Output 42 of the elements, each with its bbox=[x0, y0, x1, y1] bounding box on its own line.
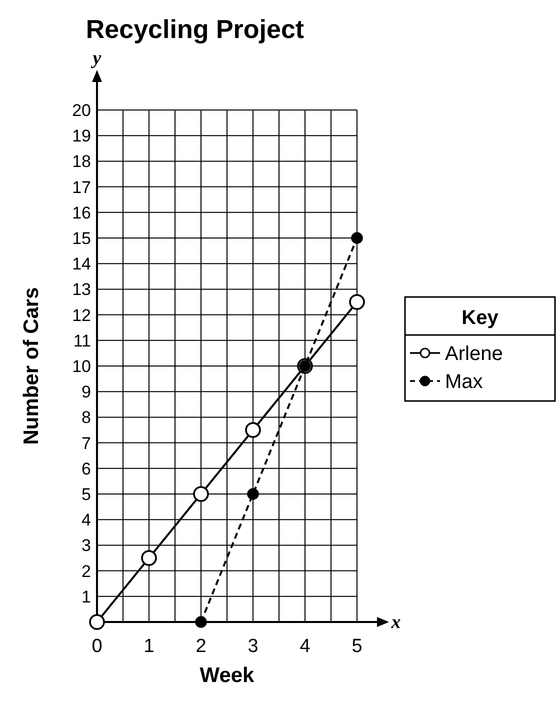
y-tick-label: 12 bbox=[72, 306, 91, 325]
y-tick-label: 3 bbox=[82, 536, 91, 556]
y-tick-label: 19 bbox=[72, 126, 91, 146]
point bbox=[247, 488, 259, 500]
legend-label: Arlene bbox=[445, 343, 503, 365]
x-tick-label: 3 bbox=[248, 636, 258, 657]
text: x bbox=[390, 612, 402, 633]
y-tick-label: 1 bbox=[82, 587, 91, 606]
y-tick-label: 18 bbox=[72, 152, 91, 172]
x-tick-label: 5 bbox=[352, 636, 362, 657]
point bbox=[351, 232, 363, 244]
y-tick-label: 9 bbox=[82, 382, 91, 402]
x-tick-label: 1 bbox=[144, 636, 154, 657]
point bbox=[89, 614, 105, 630]
y-axis-title: Number of Cars bbox=[20, 287, 43, 445]
x-tick-label: 0 bbox=[92, 636, 102, 657]
x-tick-label: 4 bbox=[300, 636, 311, 657]
y-tick-label: 4 bbox=[82, 510, 91, 530]
y-tick-label: 2 bbox=[82, 562, 91, 581]
legend-label: Max bbox=[445, 371, 483, 393]
y-tick-label: 14 bbox=[72, 254, 91, 274]
y-tick-label: 11 bbox=[73, 331, 91, 350]
x-tick-label: 2 bbox=[196, 636, 206, 657]
y-tick-label: 13 bbox=[72, 280, 91, 300]
chart-title: Recycling Project bbox=[86, 14, 304, 44]
point bbox=[349, 294, 365, 310]
text: y bbox=[90, 48, 102, 69]
point bbox=[245, 422, 261, 438]
y-tick-label: 16 bbox=[72, 203, 91, 222]
y-tick-label: 8 bbox=[82, 408, 91, 428]
point bbox=[141, 550, 157, 566]
legend-title: Key bbox=[462, 307, 500, 329]
y-tick-label: 5 bbox=[82, 485, 91, 504]
x-axis-title: Week bbox=[200, 664, 255, 687]
y-tick-label: 6 bbox=[82, 459, 91, 478]
y-tick-label: 7 bbox=[82, 434, 91, 453]
y-tick-label: 10 bbox=[72, 357, 91, 376]
y-tick-label: 20 bbox=[72, 101, 91, 120]
y-tick-label: 15 bbox=[72, 229, 91, 248]
point bbox=[195, 616, 207, 628]
y-tick-label: 17 bbox=[72, 178, 91, 197]
point bbox=[193, 486, 209, 502]
